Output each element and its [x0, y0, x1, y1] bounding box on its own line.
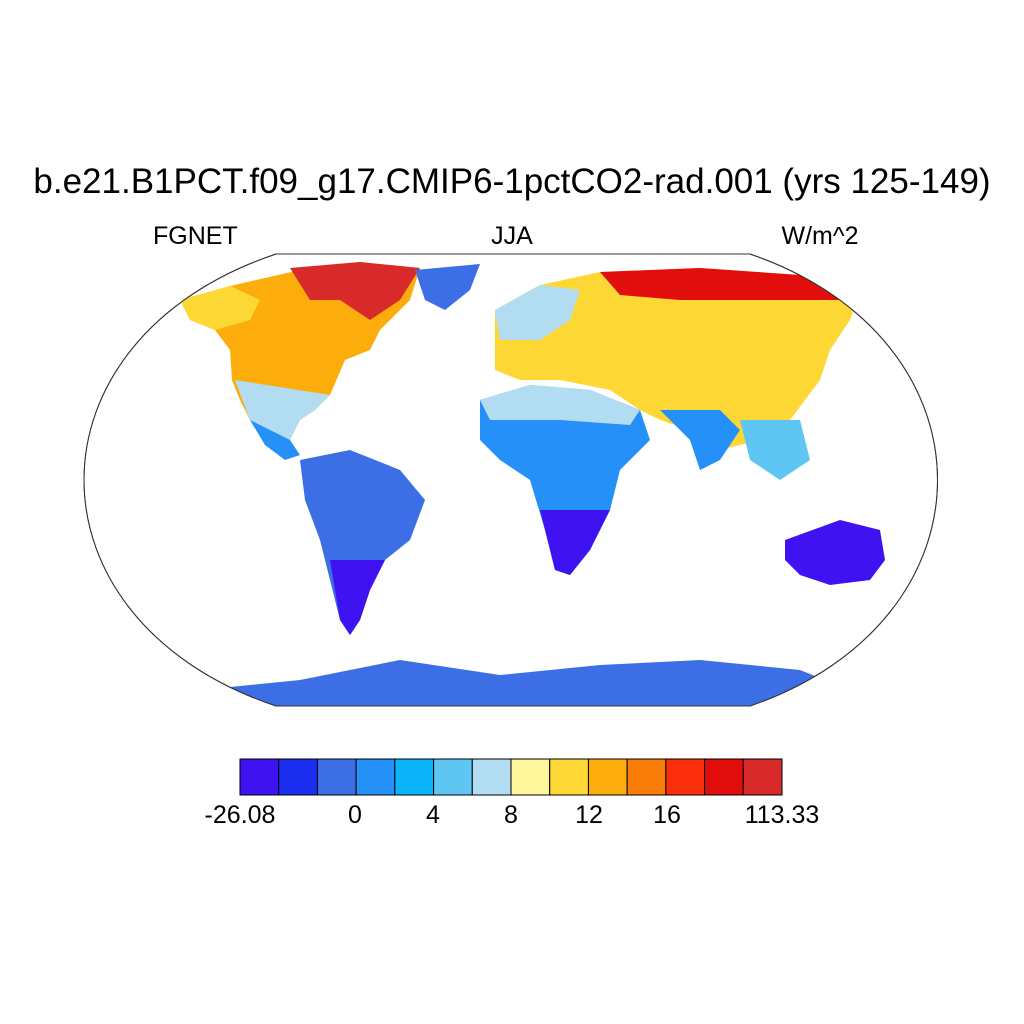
colorbar-box: [549, 758, 589, 796]
colorbar-box: [239, 758, 280, 796]
colorbar-label-0: 0: [348, 801, 362, 829]
colorbar-label-min: -26.08: [204, 801, 276, 829]
colorbar-box: [316, 758, 357, 796]
greenland: [415, 264, 480, 310]
africa-landmass: [480, 385, 650, 575]
southeast-asia: [740, 420, 810, 480]
eurasia-landmass: [495, 268, 860, 450]
alaska: [180, 286, 260, 330]
variable-name: FGNET: [153, 222, 238, 250]
colorbar-box: [433, 758, 473, 796]
colorbar-label-8: 8: [504, 801, 518, 829]
colorbar-box: [471, 758, 512, 796]
antarctica: [200, 660, 850, 706]
mexico: [250, 420, 300, 460]
south-asia: [660, 410, 740, 470]
south-america-south: [330, 560, 385, 635]
colorbar-box: [394, 758, 435, 796]
colorbar-label-16: 16: [653, 801, 681, 829]
colorbar-box: [704, 758, 744, 796]
colorbar-box: [510, 758, 551, 796]
colorbar-box: [626, 758, 667, 796]
units-label: W/m^2: [781, 222, 859, 250]
colorbar-box: [587, 758, 628, 796]
south-america-landmass: [300, 450, 425, 635]
colorbar-box: [355, 758, 396, 796]
colorbar-box: [665, 758, 706, 796]
canada-north: [290, 262, 420, 320]
south-america-region: [300, 450, 425, 635]
africa-region: [480, 385, 650, 575]
southern-africa: [540, 510, 610, 575]
colorbar-label-4: 4: [426, 801, 440, 829]
australia: [785, 520, 885, 585]
siberia: [600, 268, 860, 300]
colorbar-label-max: 113.33: [744, 801, 820, 829]
sahara: [480, 385, 640, 425]
colorbar-label-12: 12: [575, 801, 603, 829]
season-label: JJA: [491, 222, 533, 250]
colorbar-box: [278, 758, 318, 796]
map-title: b.e21.B1PCT.f09_g17.CMIP6-1pctCO2-rad.00…: [33, 162, 991, 201]
north-america-region: [180, 262, 420, 460]
europe: [495, 285, 580, 340]
eurasia-region: [495, 268, 860, 480]
colorbar-box: [742, 758, 783, 796]
